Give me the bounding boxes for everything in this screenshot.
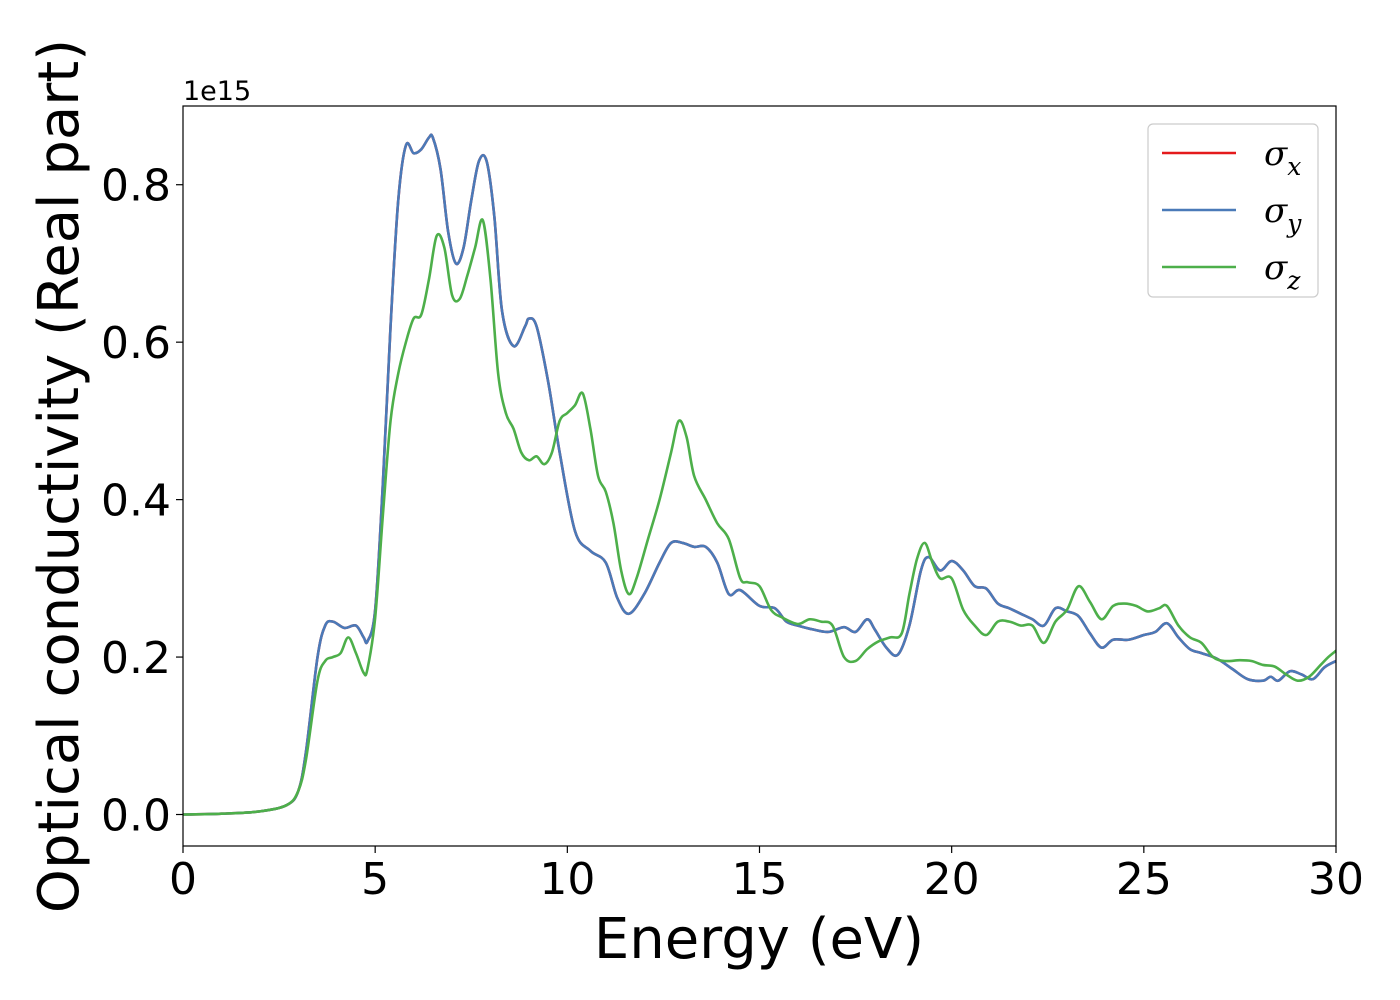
y-tick-label: 0.4 bbox=[101, 476, 171, 527]
y-axis-ticks: 0.0 0.2 0.4 0.6 0.8 bbox=[101, 161, 183, 842]
series-layer bbox=[183, 133, 1336, 816]
y-tick-label: 0.0 bbox=[101, 791, 171, 842]
y-offset-label: 1e15 bbox=[183, 76, 251, 107]
series-line-z bbox=[183, 218, 1336, 816]
y-axis-label: Optical conductivity (Real part) bbox=[27, 39, 92, 913]
legend-label-z: σz bbox=[1264, 248, 1301, 295]
x-axis-ticks: 0 5 10 15 20 25 30 bbox=[169, 846, 1364, 905]
legend: σx σy σz bbox=[1147, 123, 1319, 298]
legend-label-x: σx bbox=[1264, 134, 1301, 181]
x-axis-label: Energy (eV) bbox=[594, 907, 924, 972]
x-tick-label: 25 bbox=[1116, 854, 1172, 905]
x-tick-label: 20 bbox=[924, 854, 980, 905]
x-tick-label: 5 bbox=[361, 854, 389, 905]
x-tick-label: 10 bbox=[539, 854, 595, 905]
y-tick-label: 0.2 bbox=[101, 633, 171, 684]
y-tick-label: 0.8 bbox=[101, 161, 171, 212]
x-tick-label: 0 bbox=[169, 854, 197, 905]
x-tick-label: 15 bbox=[732, 854, 788, 905]
y-tick-label: 0.6 bbox=[101, 318, 171, 369]
plot-area-background bbox=[183, 106, 1336, 846]
x-tick-label: 30 bbox=[1308, 854, 1364, 905]
series-line-y bbox=[183, 133, 1336, 816]
legend-label-y: σy bbox=[1264, 191, 1302, 238]
